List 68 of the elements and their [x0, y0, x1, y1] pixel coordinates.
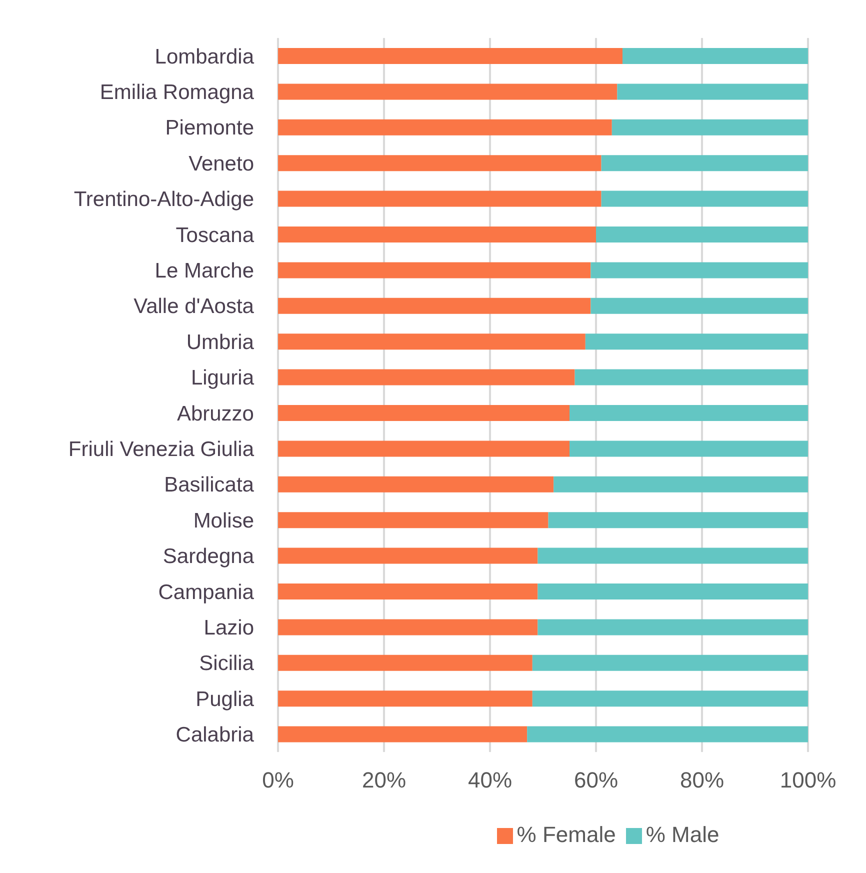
bar	[585, 334, 808, 350]
bar	[538, 619, 808, 636]
bar	[601, 155, 808, 172]
bar	[278, 405, 570, 421]
y-tick-label: Sicilia	[199, 652, 254, 676]
bar	[527, 726, 808, 742]
x-tick-label: 100%	[780, 768, 836, 793]
y-tick-label: Lombardia	[154, 45, 254, 68]
bar	[590, 262, 808, 278]
bar	[538, 584, 808, 600]
bar	[548, 512, 808, 528]
y-tick-label: Umbria	[186, 330, 254, 354]
bar	[596, 226, 808, 242]
y-tick-label: Le Marche	[154, 260, 254, 283]
bar	[278, 334, 586, 350]
y-tick-label: Molise	[193, 509, 254, 532]
y-tick-label: Puglia	[196, 688, 254, 711]
bar	[612, 119, 808, 136]
bar	[554, 476, 808, 492]
bar	[278, 726, 528, 742]
y-tick-label: Toscana	[176, 224, 254, 247]
bar	[278, 512, 548, 528]
bar	[278, 690, 532, 707]
y-tick-label: Emilia Romagna	[100, 81, 254, 104]
bar	[532, 690, 808, 707]
bar	[278, 84, 618, 100]
bar	[278, 584, 538, 600]
bar	[601, 190, 808, 207]
bar	[532, 654, 808, 671]
y-tick-label: Trentino-Alto-Adige	[74, 188, 254, 212]
bar	[278, 155, 602, 172]
bar	[622, 48, 808, 64]
y-tick-label: Valle d'Aosta	[134, 295, 254, 318]
x-tick-label: 80%	[680, 768, 724, 793]
bar	[278, 476, 554, 492]
legend-label: % Male	[646, 822, 720, 847]
bar	[278, 48, 622, 64]
bar	[278, 440, 570, 457]
y-tick-label: Sardegna	[162, 545, 254, 568]
bar	[278, 119, 612, 136]
y-tick-label: Liguria	[190, 366, 254, 390]
y-tick-label: Campania	[158, 580, 254, 604]
x-tick-label: 60%	[574, 768, 618, 793]
bar	[538, 548, 808, 564]
y-tick-label: Basilicata	[164, 474, 254, 497]
x-tick-label: 40%	[468, 768, 512, 793]
bar	[278, 548, 538, 564]
bar	[278, 190, 602, 207]
bar	[278, 654, 532, 671]
bar	[278, 262, 591, 278]
y-tick-label: Veneto	[188, 152, 254, 176]
bar	[617, 84, 808, 100]
y-tick-label: Lazio	[204, 616, 254, 640]
y-tick-label: Friuli Venezia Giulia	[68, 438, 254, 462]
bar	[590, 298, 808, 314]
bar	[278, 619, 538, 636]
y-tick-label: Abruzzo	[176, 402, 254, 426]
bar	[278, 226, 596, 242]
bar	[570, 440, 808, 457]
y-tick-label: Piemonte	[165, 116, 254, 140]
x-tick-label: 0%	[262, 768, 294, 793]
bar	[574, 369, 808, 386]
bar	[278, 298, 591, 314]
bar	[278, 369, 575, 386]
legend-label: % Female	[516, 822, 616, 847]
bar	[570, 405, 808, 421]
x-tick-label: 20%	[362, 768, 406, 793]
y-tick-label: Calabria	[176, 724, 254, 747]
